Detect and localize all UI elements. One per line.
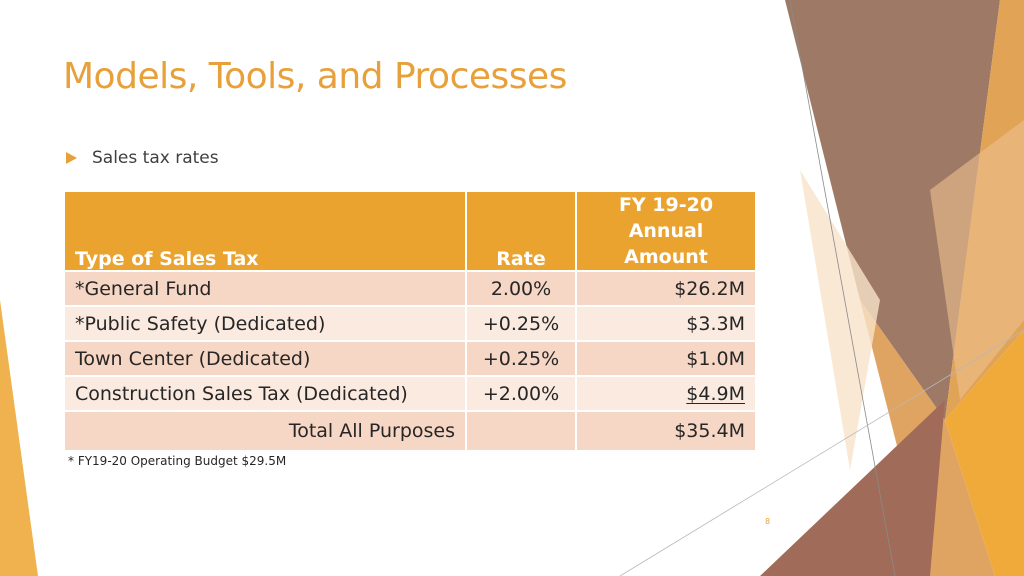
row-amount: $1.0M bbox=[575, 340, 757, 377]
total-label: Total All Purposes bbox=[63, 410, 467, 452]
header-amount-line1: FY 19-20 bbox=[618, 194, 714, 216]
table-row: Construction Sales Tax (Dedicated) +2.00… bbox=[63, 375, 757, 412]
table-row: Town Center (Dedicated) +0.25% $1.0M bbox=[63, 340, 757, 377]
row-rate: +2.00% bbox=[465, 375, 577, 412]
row-type: Town Center (Dedicated) bbox=[63, 340, 467, 377]
row-amount: $4.9M bbox=[575, 375, 757, 412]
row-type: *General Fund bbox=[63, 270, 467, 307]
row-type: Construction Sales Tax (Dedicated) bbox=[63, 375, 467, 412]
row-amount: $26.2M bbox=[575, 270, 757, 307]
slide-title: Models, Tools, and Processes bbox=[63, 56, 567, 97]
total-amount: $35.4M bbox=[575, 410, 757, 452]
header-amount-line2: Annual Amount bbox=[624, 220, 708, 268]
table-row: *Public Safety (Dedicated) +0.25% $3.3M bbox=[63, 305, 757, 342]
row-rate: 2.00% bbox=[465, 270, 577, 307]
header-rate: Rate bbox=[465, 190, 577, 272]
header-type: Type of Sales Tax bbox=[63, 190, 467, 272]
row-rate: +0.25% bbox=[465, 305, 577, 342]
row-amount-value: $4.9M bbox=[686, 382, 745, 405]
page-number: 8 bbox=[765, 517, 771, 526]
row-amount: $3.3M bbox=[575, 305, 757, 342]
header-amount: FY 19-20 Annual Amount bbox=[575, 190, 757, 272]
row-type: *Public Safety (Dedicated) bbox=[63, 305, 467, 342]
table-header-row: Type of Sales Tax Rate FY 19-20 Annual A… bbox=[63, 190, 757, 272]
bullet-text: Sales tax rates bbox=[92, 148, 219, 168]
triangle-bullet-icon bbox=[66, 152, 77, 164]
table-total-row: Total All Purposes $35.4M bbox=[63, 410, 757, 452]
bullet-item: Sales tax rates bbox=[66, 148, 219, 168]
table-row: *General Fund 2.00% $26.2M bbox=[63, 270, 757, 307]
total-rate-empty bbox=[465, 410, 577, 452]
footnote: * FY19-20 Operating Budget $29.5M bbox=[68, 454, 287, 468]
row-rate: +0.25% bbox=[465, 340, 577, 377]
sales-tax-table: Type of Sales Tax Rate FY 19-20 Annual A… bbox=[63, 190, 757, 452]
